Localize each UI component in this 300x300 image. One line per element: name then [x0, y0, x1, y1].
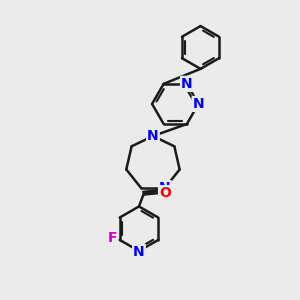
Text: N: N — [147, 129, 159, 143]
Text: N: N — [193, 97, 204, 111]
Text: N: N — [159, 181, 171, 195]
Text: O: O — [160, 186, 171, 200]
Text: N: N — [181, 77, 193, 91]
Text: F: F — [107, 231, 117, 245]
Text: N: N — [133, 244, 145, 259]
